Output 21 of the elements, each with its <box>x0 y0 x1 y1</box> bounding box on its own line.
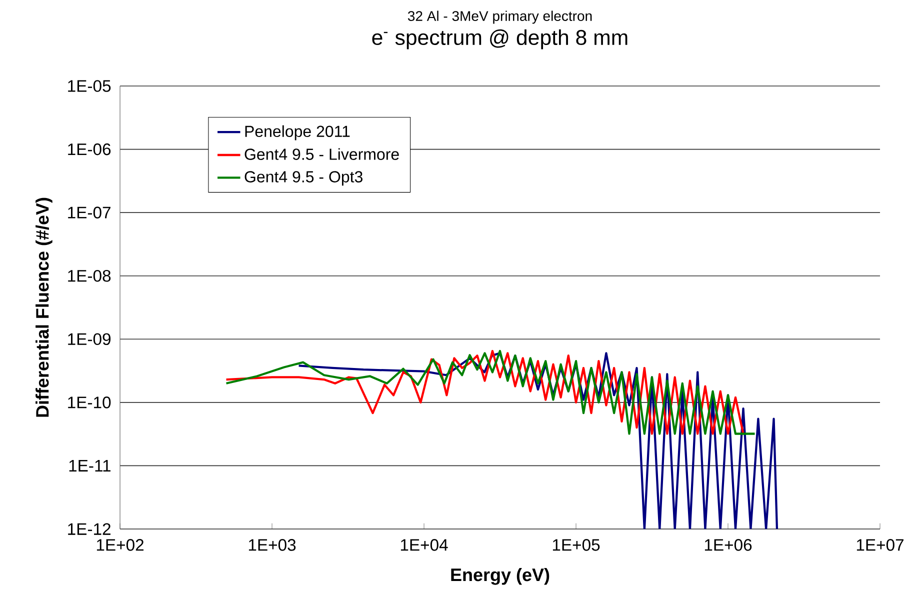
y-tick-label: 1E-12 <box>68 523 110 535</box>
y-tick-label: 1E-06 <box>68 143 111 156</box>
legend-label: Penelope 2011 <box>245 125 350 140</box>
legend-label: Gent4 9.5 - Opt3 <box>244 171 362 186</box>
chart-subtitle: 32 Al - 3MeV primary electron <box>408 10 592 24</box>
chart-title: e$^{-}$ spectrum @ depth 8 mm <box>372 29 628 50</box>
x-tick-label: 1E+04 <box>400 539 448 551</box>
x-tick-label: 1E+02 <box>96 539 144 551</box>
x-tick-label: 1E+03 <box>248 539 296 551</box>
y-tick-label: 1E-07 <box>68 206 110 218</box>
x-axis-title: Energy (eV) <box>451 568 550 585</box>
x-tick-label: 1E+07 <box>856 539 904 551</box>
legend-label: Gent4 9.5 - Livermore <box>244 148 399 160</box>
x-tick-label: 1E+05 <box>552 539 600 551</box>
y-axis-title: Differential Fluence (#/eV) <box>36 198 52 417</box>
y-tick-label: 1E-05 <box>68 80 111 92</box>
y-tick-label: 1E-08 <box>68 270 111 282</box>
y-tick-label: 1E-09 <box>68 333 111 346</box>
x-tick-label: 1E+06 <box>704 539 752 551</box>
y-tick-label: 1E-10 <box>68 396 111 408</box>
y-tick-label: 1E-11 <box>69 460 110 472</box>
